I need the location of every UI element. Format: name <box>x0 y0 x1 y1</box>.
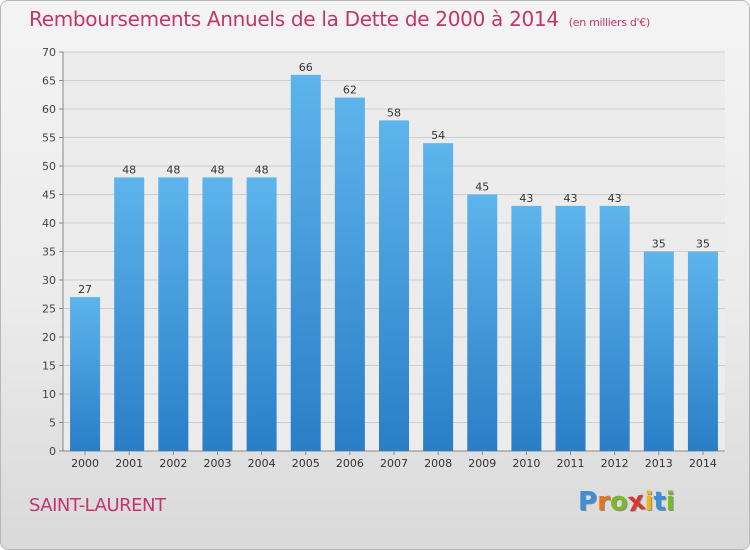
x-tick-label: 2010 <box>512 457 540 470</box>
x-tick-label: 2003 <box>203 457 231 470</box>
bar <box>114 177 145 451</box>
x-tick-label: 2011 <box>557 457 585 470</box>
bar-value-label: 54 <box>431 129 445 142</box>
logo-letter: t <box>653 487 666 517</box>
bar-value-label: 62 <box>343 84 357 97</box>
x-tick-label: 2012 <box>601 457 629 470</box>
y-tick-label: 60 <box>42 103 56 116</box>
y-tick-label: 50 <box>42 160 56 173</box>
y-tick-label: 25 <box>42 303 56 316</box>
y-tick-label: 65 <box>42 75 56 88</box>
bar-value-label: 58 <box>387 106 401 119</box>
title-text: Remboursements Annuels de la Dette de 20… <box>29 7 559 31</box>
bar-value-label: 43 <box>564 192 578 205</box>
y-tick-label: 55 <box>42 132 56 145</box>
bar <box>290 74 321 452</box>
bar-value-label: 48 <box>255 163 269 176</box>
bar <box>202 177 233 451</box>
bar-value-label: 43 <box>519 192 533 205</box>
bar <box>555 205 586 451</box>
bar <box>511 205 542 451</box>
x-tick-label: 2007 <box>380 457 408 470</box>
bar-value-label: 48 <box>210 163 224 176</box>
bar <box>378 120 410 452</box>
bar <box>467 194 498 451</box>
x-tick-label: 2002 <box>159 457 187 470</box>
bar-value-label: 43 <box>608 192 622 205</box>
y-tick-label: 35 <box>42 246 56 259</box>
y-tick-label: 20 <box>42 331 56 344</box>
bar-value-label: 35 <box>652 238 666 251</box>
logo-letter: i <box>665 487 675 517</box>
x-tick-label: 2014 <box>689 457 717 470</box>
x-tick-label: 2004 <box>248 457 276 470</box>
x-tick-label: 2000 <box>71 457 99 470</box>
bar-value-label: 48 <box>166 163 180 176</box>
bar-value-label: 45 <box>475 181 489 194</box>
y-tick-label: 45 <box>42 189 56 202</box>
unit-label: (en milliers d'€) <box>568 16 650 29</box>
y-tick-label: 70 <box>42 46 56 59</box>
bar <box>687 251 718 451</box>
y-tick-label: 15 <box>42 360 56 373</box>
bar <box>158 177 189 451</box>
logo-letter: P <box>578 487 598 517</box>
bar <box>70 297 101 451</box>
place-name: SAINT-LAURENT <box>29 495 166 516</box>
x-tick-label: 2008 <box>424 457 452 470</box>
y-tick-label: 10 <box>42 388 56 401</box>
bar <box>643 251 674 451</box>
bar <box>334 97 365 451</box>
logo-letter: r <box>597 487 610 517</box>
bar <box>423 143 454 451</box>
bar-value-label: 35 <box>696 238 710 251</box>
x-tick-label: 2001 <box>115 457 143 470</box>
x-tick-label: 2006 <box>336 457 364 470</box>
bar <box>246 177 277 451</box>
x-tick-label: 2005 <box>292 457 320 470</box>
bar-value-label: 48 <box>122 163 136 176</box>
bar-value-label: 27 <box>78 283 92 296</box>
y-tick-label: 5 <box>49 417 56 430</box>
y-tick-label: 40 <box>42 217 56 230</box>
x-tick-label: 2009 <box>468 457 496 470</box>
logo-letter: o <box>609 487 628 517</box>
bar <box>599 205 630 451</box>
logo-letter: i <box>644 487 654 517</box>
y-tick-label: 0 <box>49 445 56 458</box>
bar-value-label: 66 <box>299 61 313 74</box>
chart-title: Remboursements Annuels de la Dette de 20… <box>29 7 650 31</box>
y-tick-label: 30 <box>42 274 56 287</box>
x-tick-label: 2013 <box>645 457 673 470</box>
